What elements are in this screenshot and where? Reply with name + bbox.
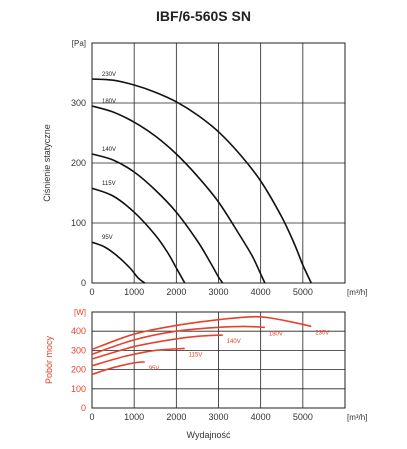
power-y-tick-label: 300: [71, 345, 86, 355]
power-y-unit: [W]: [74, 308, 86, 317]
power-curve-95V: [91, 361, 145, 376]
pressure-y-unit: [Pa]: [72, 39, 86, 48]
pressure-x-tick-label: 2000: [166, 287, 186, 297]
pressure-curve-label-95V: 95V: [102, 235, 113, 241]
power-x-tick-label: 4000: [251, 412, 271, 422]
pressure-y-tick-label: 200: [71, 158, 86, 168]
pressure-x-tick-label: 3000: [208, 287, 228, 297]
pressure-curve-label-140V: 140V: [102, 147, 116, 153]
pressure-x-unit: [m³/h]: [347, 288, 367, 297]
power-y-tick-label: 400: [71, 326, 86, 336]
pressure-curve-230V: [91, 78, 312, 284]
pressure-curve-label-180V: 180V: [102, 99, 116, 105]
power-y-tick-label: 200: [71, 365, 86, 375]
pressure-y-axis-label: Ciśnienie statyczne: [42, 124, 52, 202]
power-curve-label-140V: 140V: [227, 339, 241, 345]
chart-title: IBF/6-560S SN: [156, 8, 251, 24]
pressure-curve-95V: [91, 241, 146, 284]
power-curve-label-95V: 95V: [149, 366, 160, 372]
power-x-axis-label: Wydajność: [187, 430, 231, 440]
power-y-tick-label: 0: [81, 403, 86, 413]
power-x-tick-label: 2000: [166, 412, 186, 422]
power-x-tick-label: 1000: [124, 412, 144, 422]
power-curve-180V: [91, 325, 265, 355]
pressure-y-tick-label: 100: [71, 218, 86, 228]
pressure-curve-180V: [91, 105, 266, 284]
power-curve-label-115V: 115V: [189, 352, 203, 358]
pressure-curve-label-230V: 230V: [102, 72, 116, 78]
power-y-axis-label: Pobór mocy: [44, 335, 54, 384]
pressure-x-tick-label: 5000: [293, 287, 313, 297]
power-curve-label-230V: 230V: [315, 330, 329, 336]
power-curve-230V: [91, 315, 312, 351]
pressure-y-tick-label: 0: [81, 278, 86, 288]
pressure-x-tick-label: 1000: [124, 287, 144, 297]
pressure-curve-115V: [91, 187, 186, 284]
power-x-tick-label: 5000: [293, 412, 313, 422]
pressure-x-tick-label: 4000: [251, 287, 271, 297]
pressure-x-tick-label: 0: [89, 287, 94, 297]
power-curve-140V: [91, 334, 223, 360]
pressure-curve-label-115V: 115V: [102, 181, 116, 187]
power-curve-label-180V: 180V: [269, 331, 283, 337]
power-y-tick-label: 100: [71, 384, 86, 394]
power-x-tick-label: 0: [89, 412, 94, 422]
power-x-unit: [m³/h]: [347, 413, 367, 422]
power-curve-115V: [91, 347, 185, 367]
pressure-y-tick-label: 300: [71, 98, 86, 108]
power-x-tick-label: 3000: [208, 412, 228, 422]
pressure-curve-140V: [91, 153, 224, 284]
